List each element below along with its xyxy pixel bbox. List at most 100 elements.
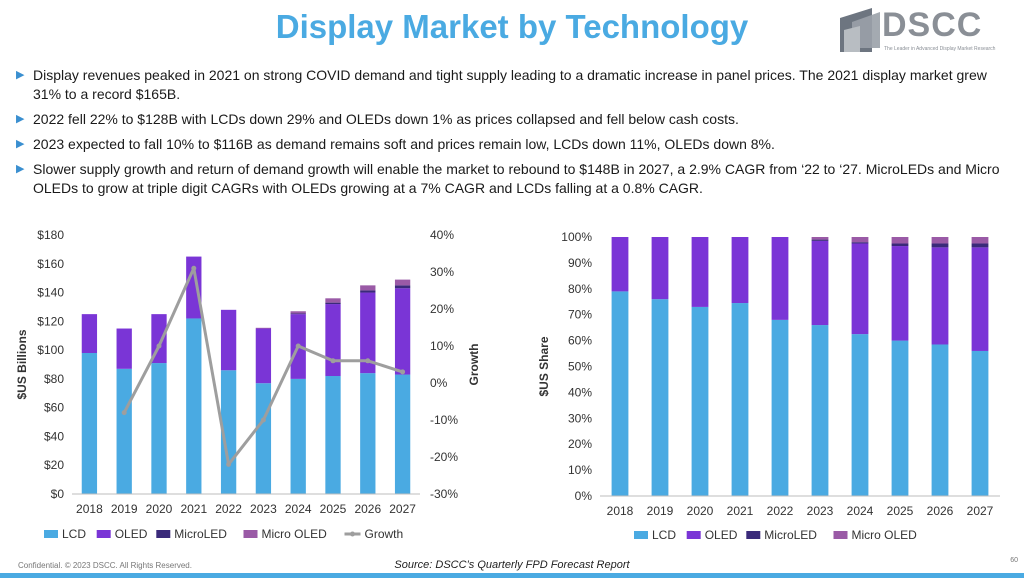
bar-segment-lcd — [931, 344, 949, 496]
growth-point — [365, 358, 371, 364]
legend-label: MicroLED — [174, 527, 227, 541]
y-tick-label: 20% — [568, 437, 592, 451]
bar-segment-oled — [851, 243, 869, 335]
legend-label: OLED — [705, 528, 738, 542]
bullet-item: ▶ 2022 fell 22% to $128B with LCDs down 2… — [16, 110, 1016, 129]
bottom-accent-bar — [0, 573, 1024, 578]
bar-segment-micro-oled — [290, 311, 306, 314]
y-tick-label: $0 — [51, 487, 65, 501]
y-tick-label: $140 — [37, 286, 64, 300]
x-tick-label: 2019 — [111, 502, 138, 516]
bar-segment-oled — [186, 256, 202, 319]
bullet-item: ▶ Display revenues peaked in 2021 on stro… — [16, 66, 1016, 104]
bar-segment-lcd — [325, 376, 341, 494]
legend-swatch — [156, 530, 171, 538]
bar-segment-micro-oled — [255, 327, 272, 329]
bar-segment-microled — [971, 243, 989, 248]
bar-segment-oled — [811, 240, 829, 326]
x-tick-label: 2026 — [927, 504, 954, 518]
bar-segment-oled — [771, 237, 789, 320]
bar-segment-lcd — [811, 325, 829, 496]
bar-segment-oled — [116, 328, 132, 369]
bar-segment-lcd — [771, 319, 789, 496]
bar-segment-microled — [931, 243, 949, 248]
bullet-item: ▶ Slower supply growth and return of dema… — [16, 160, 1016, 198]
y-tick-label: 50% — [568, 360, 592, 374]
legend-swatch — [686, 531, 701, 539]
growth-point — [330, 358, 336, 364]
y-tick-label: $160 — [37, 257, 64, 271]
y-tick-label: 100% — [561, 230, 592, 244]
bar-segment-lcd — [611, 291, 629, 496]
bar-segment-oled — [931, 247, 949, 345]
revenue-stacked-bar-chart: $0 $20 $40 $60 $80 $100 $120 $140 $160 $180 $US Bi… — [15, 228, 481, 541]
legend-label: Micro OLED — [262, 527, 328, 541]
growth-point — [191, 265, 197, 271]
bar-segment-lcd — [651, 299, 669, 496]
bar-segment-lcd — [186, 318, 202, 494]
bar-segment-lcd — [220, 370, 237, 494]
x-tick-label: 2026 — [354, 502, 381, 516]
bar-segment-microled — [360, 290, 376, 293]
y-tick-label: 10% — [568, 463, 592, 477]
legend-label: OLED — [115, 527, 148, 541]
bullet-item: ▶ 2023 expected to fall 10% to $116B as d… — [16, 135, 1016, 154]
y-tick-label: 60% — [568, 334, 592, 348]
bar-segment-lcd — [360, 373, 376, 494]
bar-segment-micro-oled — [325, 298, 341, 303]
growth-point — [260, 417, 266, 423]
bar-segment-micro-oled — [360, 285, 376, 291]
bar-segment-oled — [611, 237, 629, 292]
bar-segment-micro-oled — [811, 237, 829, 240]
y-tick-label: 80% — [568, 282, 592, 296]
growth-point — [226, 461, 232, 467]
y2-tick-label: -10% — [430, 413, 458, 427]
bar-segment-lcd — [971, 350, 989, 496]
x-tick-label: 2019 — [647, 504, 674, 518]
x-tick-label: 2018 — [76, 502, 103, 516]
bar-segment-micro-oled — [931, 237, 949, 244]
legend-label: Micro OLED — [852, 528, 918, 542]
x-tick-label: 2020 — [687, 504, 714, 518]
x-tick-label: 2024 — [847, 504, 874, 518]
bar-segment-microled — [891, 243, 909, 247]
y2-tick-label: 30% — [430, 265, 454, 279]
y2-tick-label: 40% — [430, 228, 454, 242]
bullet-arrow-icon: ▶ — [16, 69, 25, 81]
bar-segment-oled — [255, 328, 272, 384]
y-tick-label: 90% — [568, 256, 592, 270]
y2-axis-label: Growth — [467, 344, 481, 386]
legend-swatch — [746, 531, 761, 539]
bullet-text: Slower supply growth and return of deman… — [33, 161, 1000, 196]
legend-swatch — [243, 530, 258, 538]
bar-segment-lcd — [851, 334, 869, 496]
x-tick-label: 2021 — [727, 504, 754, 518]
bar-segment-micro-oled — [891, 237, 909, 244]
growth-point — [121, 410, 127, 416]
bullet-list: ▶ Display revenues peaked in 2021 on stro… — [16, 66, 1016, 204]
bar-segment-oled — [651, 237, 669, 300]
bar-segment-micro-oled — [851, 237, 869, 243]
confidential-note: Confidential. © 2023 DSCC. All Rights Re… — [18, 561, 192, 570]
x-tick-label: 2018 — [607, 504, 634, 518]
bar-segment-oled — [360, 292, 376, 374]
page-number: 60 — [1010, 557, 1018, 564]
bullet-text: 2023 expected to fall 10% to $116B as de… — [33, 136, 775, 152]
y2-tick-label: 0% — [430, 376, 448, 390]
y-tick-label: $180 — [37, 228, 64, 242]
y2-tick-label: 10% — [430, 339, 454, 353]
y2-tick-label: -20% — [430, 450, 458, 464]
bar-segment-oled — [81, 314, 98, 353]
bullet-arrow-icon: ▶ — [16, 138, 25, 150]
source-note: Source: DSCC’s Quarterly FPD Forecast Re… — [394, 559, 630, 571]
y-tick-label: $80 — [44, 372, 64, 386]
share-stacked-bar-chart: 0% 10% 20% 30% 40% 50% 60% 70% 80% 90% 100% $US Sha… — [537, 230, 1000, 542]
bar-segment-oled — [394, 288, 411, 375]
logo-tagline: The Leader in Advanced Display Market Re… — [884, 46, 996, 52]
y-tick-label: $20 — [44, 458, 64, 472]
bar-segment-micro-oled — [971, 237, 989, 244]
bar-segment-microled — [394, 285, 411, 289]
legend-swatch — [44, 530, 58, 538]
x-tick-label: 2020 — [146, 502, 173, 516]
x-tick-label: 2023 — [807, 504, 834, 518]
